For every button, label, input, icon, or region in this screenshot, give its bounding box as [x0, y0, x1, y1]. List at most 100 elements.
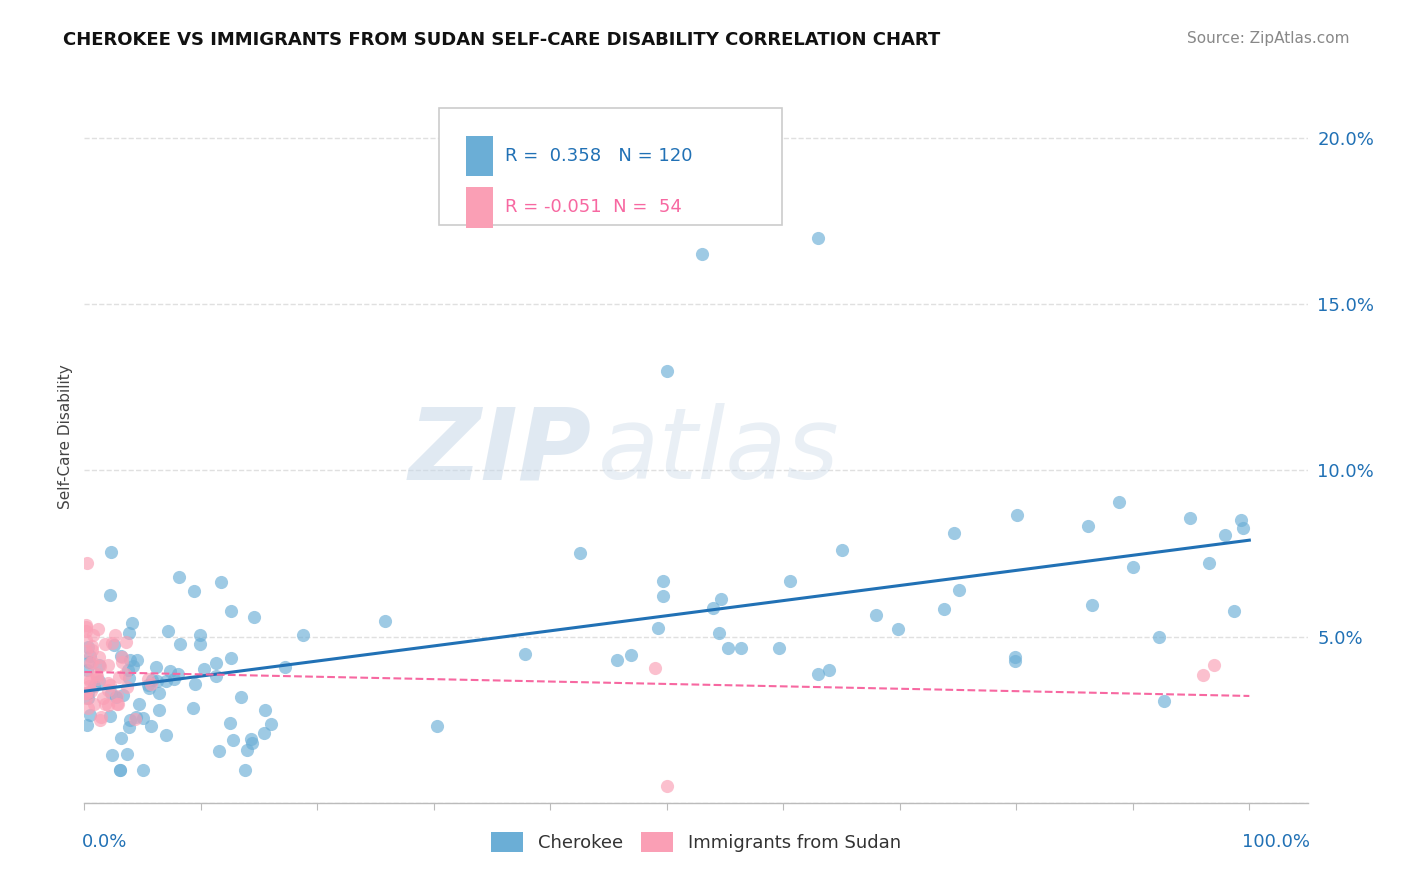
Point — [77, 671, 100, 685]
Point — [148, 686, 170, 700]
Point — [204, 669, 226, 683]
Point — [90, 710, 112, 724]
Point — [1213, 527, 1236, 541]
Point — [80, 655, 103, 669]
FancyBboxPatch shape — [465, 187, 494, 227]
Point — [125, 653, 148, 667]
Point — [807, 230, 830, 244]
Point — [121, 615, 143, 630]
Point — [75, 686, 97, 700]
Point — [1191, 668, 1213, 682]
Point — [87, 623, 110, 637]
Point — [1004, 654, 1026, 668]
Point — [139, 719, 162, 733]
Point — [243, 610, 266, 624]
Point — [75, 690, 97, 705]
Point — [79, 683, 101, 698]
Text: atlas: atlas — [598, 403, 839, 500]
Point — [702, 600, 724, 615]
Point — [779, 574, 801, 589]
Text: 100.0%: 100.0% — [1243, 833, 1310, 851]
Point — [86, 669, 108, 683]
Point — [136, 673, 159, 687]
Point — [79, 674, 101, 689]
Point — [111, 688, 134, 702]
Text: R = -0.051  N =  54: R = -0.051 N = 54 — [505, 198, 682, 217]
Point — [118, 714, 141, 728]
Point — [236, 742, 259, 756]
Point — [86, 667, 108, 681]
Point — [425, 719, 447, 733]
Point — [87, 658, 110, 673]
Point — [98, 709, 121, 723]
Point — [100, 686, 122, 700]
Point — [100, 748, 122, 763]
Point — [655, 363, 678, 377]
Point — [98, 678, 121, 692]
Point — [115, 747, 138, 762]
Point — [148, 703, 170, 717]
Point — [97, 676, 120, 690]
Point — [155, 674, 177, 689]
Point — [75, 643, 97, 657]
Point — [79, 656, 101, 670]
Point — [181, 701, 204, 715]
Legend: Cherokee, Immigrants from Sudan: Cherokee, Immigrants from Sudan — [484, 824, 908, 860]
Point — [145, 660, 167, 674]
Point — [75, 632, 97, 647]
Text: CHEROKEE VS IMMIGRANTS FROM SUDAN SELF-CARE DISABILITY CORRELATION CHART: CHEROKEE VS IMMIGRANTS FROM SUDAN SELF-C… — [63, 31, 941, 49]
Point — [76, 718, 98, 732]
Point — [128, 698, 150, 712]
Point — [93, 691, 115, 706]
Point — [229, 690, 252, 704]
Point — [89, 713, 111, 727]
Point — [83, 698, 105, 712]
Point — [1004, 649, 1026, 664]
Point — [190, 627, 212, 641]
Point — [75, 620, 97, 634]
FancyBboxPatch shape — [439, 108, 782, 225]
Point — [222, 733, 245, 747]
Point — [209, 575, 232, 590]
Point — [887, 622, 910, 636]
Point — [97, 682, 120, 697]
Point — [108, 763, 131, 777]
Point — [77, 655, 100, 669]
Point — [89, 674, 111, 689]
Point — [163, 672, 186, 686]
Point — [117, 664, 139, 678]
Point — [76, 640, 98, 654]
Point — [1122, 560, 1144, 574]
Point — [141, 673, 163, 687]
Point — [103, 638, 125, 652]
Point — [568, 546, 591, 560]
Point — [690, 247, 713, 261]
Text: 0.0%: 0.0% — [82, 833, 127, 851]
Point — [77, 679, 100, 693]
Point — [108, 670, 131, 684]
Point — [707, 625, 730, 640]
Point — [105, 690, 128, 704]
Point — [136, 678, 159, 692]
Point — [166, 666, 188, 681]
Point — [76, 700, 98, 714]
Point — [606, 653, 628, 667]
Point — [76, 691, 98, 706]
Point — [644, 661, 666, 675]
Point — [865, 607, 887, 622]
Point — [104, 628, 127, 642]
Point — [93, 636, 115, 650]
Point — [188, 637, 211, 651]
Point — [655, 779, 678, 793]
Point — [1223, 604, 1246, 618]
Point — [260, 717, 283, 731]
Point — [1232, 521, 1254, 535]
Point — [138, 681, 160, 695]
Point — [118, 653, 141, 667]
Point — [219, 651, 242, 665]
Point — [75, 618, 97, 632]
Point — [254, 703, 277, 717]
Point — [86, 672, 108, 686]
Point — [219, 715, 242, 730]
Point — [273, 660, 295, 674]
